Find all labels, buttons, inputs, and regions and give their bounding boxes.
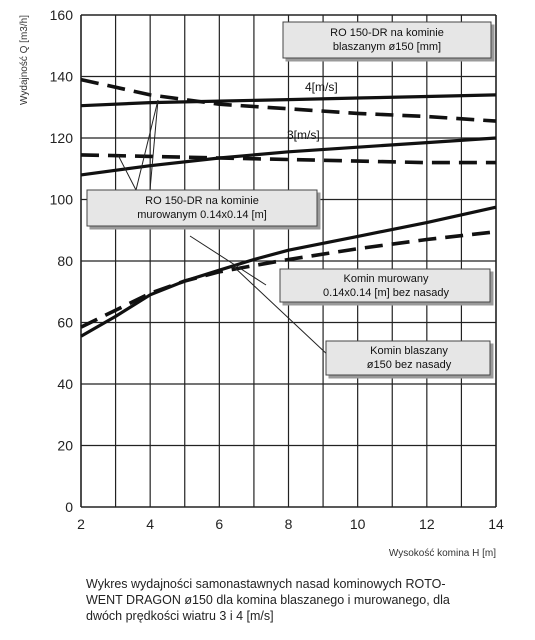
caption-line: dwóch prędkości wiatru 3 i 4 [m/s] — [86, 609, 274, 623]
x-tick-label: 12 — [419, 516, 435, 532]
y-tick-label: 140 — [50, 69, 74, 85]
annotation-box-ro-murowany: RO 150-DR na kominie murowanym 0.14x0.14… — [86, 189, 318, 227]
leader-line — [117, 154, 137, 191]
series-line-5 — [80, 205, 497, 338]
x-tick-label: 2 — [77, 516, 85, 532]
svg-text:blaszanym ø150 [mm]: blaszanym ø150 [mm] — [333, 41, 441, 53]
wind-label-4: 4[m/s] — [305, 80, 338, 94]
leader-line — [232, 265, 331, 358]
caption-line: WENT DRAGON ø150 dla komina blaszanego i… — [86, 593, 450, 607]
leader-line — [135, 99, 159, 191]
annotation-box-ro-blaszany: RO 150-DR na kominie blaszanym ø150 [mm] — [282, 21, 492, 59]
leader-line — [149, 99, 159, 191]
annotation-box-komin-murowany: Komin murowany 0.14x0.14 [m] bez nasady — [279, 268, 491, 303]
caption-line: Wykres wydajności samonastawnych nasad k… — [86, 577, 446, 591]
x-axis-label: Wysokość komina H [m] — [389, 548, 496, 559]
wind-label-3: 3[m/s] — [287, 128, 320, 142]
y-tick-label: 120 — [50, 130, 74, 146]
y-tick-label: 60 — [57, 315, 73, 331]
y-axis-label: Wydajność Q [m3/h] — [19, 15, 30, 105]
x-tick-label: 8 — [285, 516, 293, 532]
series-line-1 — [80, 93, 497, 108]
performance-chart: 4[m/s] 3[m/s] RO 150-DR na kominie blasz… — [19, 7, 504, 559]
svg-text:0.14x0.14 [m] bez nasady: 0.14x0.14 [m] bez nasady — [323, 287, 449, 299]
y-tick-label: 40 — [57, 376, 73, 392]
svg-text:ø150 bez nasady: ø150 bez nasady — [367, 359, 452, 371]
annotation-box-komin-blaszany: Komin blaszany ø150 bez nasady — [325, 340, 491, 376]
y-tick-label: 20 — [57, 438, 73, 454]
svg-text:RO 150-DR na kominie: RO 150-DR na kominie — [330, 27, 444, 39]
svg-text:Komin blaszany: Komin blaszany — [370, 345, 448, 357]
leader-line — [189, 235, 267, 286]
chart-caption: Wykres wydajności samonastawnych nasad k… — [86, 576, 506, 624]
series-line-2 — [80, 77, 497, 123]
svg-text:Komin murowany: Komin murowany — [344, 273, 429, 285]
x-tick-label: 4 — [146, 516, 154, 532]
y-tick-label: 80 — [57, 253, 73, 269]
svg-text:RO 150-DR na kominie: RO 150-DR na kominie — [145, 195, 259, 207]
x-tick-label: 14 — [488, 516, 504, 532]
y-tick-label: 100 — [50, 192, 74, 208]
y-tick-label: 0 — [65, 499, 73, 515]
svg-text:murowanym 0.14x0.14 [m]: murowanym 0.14x0.14 [m] — [137, 209, 267, 221]
y-tick-label: 160 — [50, 7, 74, 23]
series-line-3 — [80, 136, 497, 177]
x-tick-label: 6 — [215, 516, 223, 532]
leader-lines — [117, 99, 331, 358]
x-tick-label: 10 — [350, 516, 366, 532]
series-line-4 — [80, 153, 496, 165]
